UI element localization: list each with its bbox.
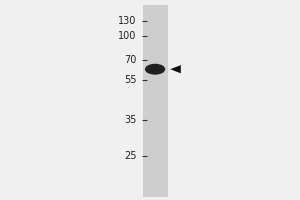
Text: 25: 25 <box>124 151 136 161</box>
Text: 130: 130 <box>118 16 136 26</box>
Ellipse shape <box>145 64 165 75</box>
Text: 35: 35 <box>124 115 136 125</box>
Text: 55: 55 <box>124 75 136 85</box>
Text: 70: 70 <box>124 55 136 65</box>
Polygon shape <box>170 65 181 73</box>
Bar <box>142 5 168 197</box>
Text: 100: 100 <box>118 31 136 41</box>
